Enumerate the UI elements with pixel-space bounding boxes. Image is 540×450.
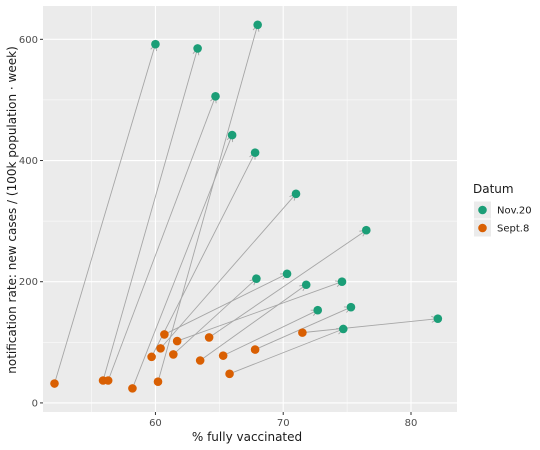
arrow-shaft <box>164 273 288 335</box>
arrow-shaft <box>107 96 216 381</box>
arrow-shaft <box>177 281 343 342</box>
arrow-shaft <box>54 44 156 384</box>
minor-gridlines <box>43 6 457 412</box>
point-sept8 <box>128 384 137 393</box>
point-sept8 <box>250 345 260 354</box>
legend: Datum Nov.20 Sept.8 <box>473 182 532 237</box>
point-nov20 <box>433 314 443 323</box>
y-axis: 0 200 400 600 <box>19 35 43 409</box>
arrow-shaft <box>151 152 256 358</box>
arrow-layer <box>54 23 439 389</box>
x-axis-title: % fully vaccinated <box>192 430 302 444</box>
arrow-shaft <box>160 193 297 349</box>
point-nov20 <box>252 274 261 283</box>
y-tick-label: 0 <box>32 398 38 409</box>
legend-dot <box>478 223 487 233</box>
point-sept8 <box>195 356 205 365</box>
point-sept8 <box>160 330 169 339</box>
arrow-shaft <box>302 318 438 334</box>
legend-dot <box>478 205 487 215</box>
x-axis: 60 70 80 <box>149 412 417 429</box>
arrow-shaft <box>199 284 307 361</box>
point-nov20 <box>211 91 220 101</box>
x-tick-label: 70 <box>277 418 290 429</box>
point-nov20 <box>301 280 311 290</box>
y-tick-label: 600 <box>19 35 38 46</box>
point-nov20 <box>291 189 301 199</box>
y-tick-label: 400 <box>19 156 38 167</box>
point-sept8 <box>50 379 59 388</box>
point-nov20 <box>250 148 260 157</box>
point-nov20 <box>361 225 371 235</box>
y-tick-label: 200 <box>19 277 38 288</box>
x-tick-label: 60 <box>149 418 162 429</box>
point-sept8 <box>147 352 156 362</box>
point-nov20 <box>338 324 348 334</box>
arrow-shaft <box>229 328 344 375</box>
point-nov20 <box>282 269 292 279</box>
legend-label: Sept.8 <box>497 224 529 235</box>
legend-label: Nov.20 <box>497 206 532 217</box>
point-nov20 <box>337 277 347 287</box>
point-sept8 <box>169 350 178 359</box>
arrow-shaft <box>222 309 318 357</box>
point-sept8 <box>172 336 182 346</box>
point-nov20 <box>193 44 202 53</box>
point-nov20 <box>227 130 237 140</box>
arrow-shaft <box>157 24 259 382</box>
point-sept8 <box>298 328 307 337</box>
arrow-shaft <box>102 48 199 381</box>
point-nov20 <box>346 302 356 312</box>
x-tick-label: 80 <box>405 418 418 429</box>
arrow-shaft <box>173 278 257 355</box>
y-axis-title: notification rate: new cases / (100k pop… <box>5 46 19 374</box>
point-sept8 <box>204 333 214 342</box>
point-nov20 <box>253 20 262 30</box>
point-sept8 <box>153 377 163 387</box>
point-layer <box>50 20 443 393</box>
point-nov20 <box>313 305 323 315</box>
point-sept8 <box>103 376 113 385</box>
point-sept8 <box>225 369 234 379</box>
legend-title: Datum <box>473 182 514 196</box>
point-sept8 <box>218 351 228 360</box>
plot-panel <box>43 6 457 412</box>
point-nov20 <box>151 39 160 49</box>
major-gridlines <box>43 6 457 412</box>
point-sept8 <box>156 344 165 353</box>
arrow-shaft <box>208 229 367 338</box>
